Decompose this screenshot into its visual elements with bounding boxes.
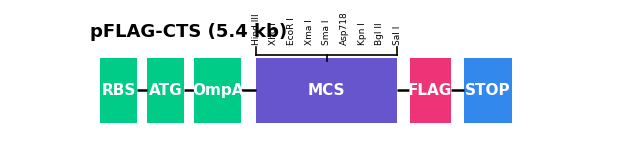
Text: Asp718: Asp718 — [340, 11, 349, 45]
Text: Hind III: Hind III — [252, 13, 260, 45]
Text: pFLAG-CTS (5.4 kb): pFLAG-CTS (5.4 kb) — [90, 23, 287, 41]
Text: Xho I: Xho I — [269, 22, 278, 45]
FancyBboxPatch shape — [410, 58, 451, 123]
Text: Kpn I: Kpn I — [358, 22, 367, 45]
Text: Sma I: Sma I — [323, 20, 332, 45]
FancyBboxPatch shape — [100, 58, 137, 123]
Text: ATG: ATG — [148, 83, 182, 98]
Text: Bgl II: Bgl II — [375, 22, 384, 45]
Text: STOP: STOP — [465, 83, 511, 98]
Text: RBS: RBS — [101, 83, 136, 98]
Text: EcoR I: EcoR I — [287, 17, 296, 45]
Text: OmpA: OmpA — [192, 83, 243, 98]
FancyBboxPatch shape — [194, 58, 241, 123]
FancyBboxPatch shape — [465, 58, 511, 123]
FancyBboxPatch shape — [256, 58, 397, 123]
Text: Sal I: Sal I — [393, 26, 402, 45]
Text: FLAG: FLAG — [408, 83, 452, 98]
Text: MCS: MCS — [308, 83, 346, 98]
Text: Xma I: Xma I — [305, 19, 314, 45]
FancyBboxPatch shape — [147, 58, 184, 123]
